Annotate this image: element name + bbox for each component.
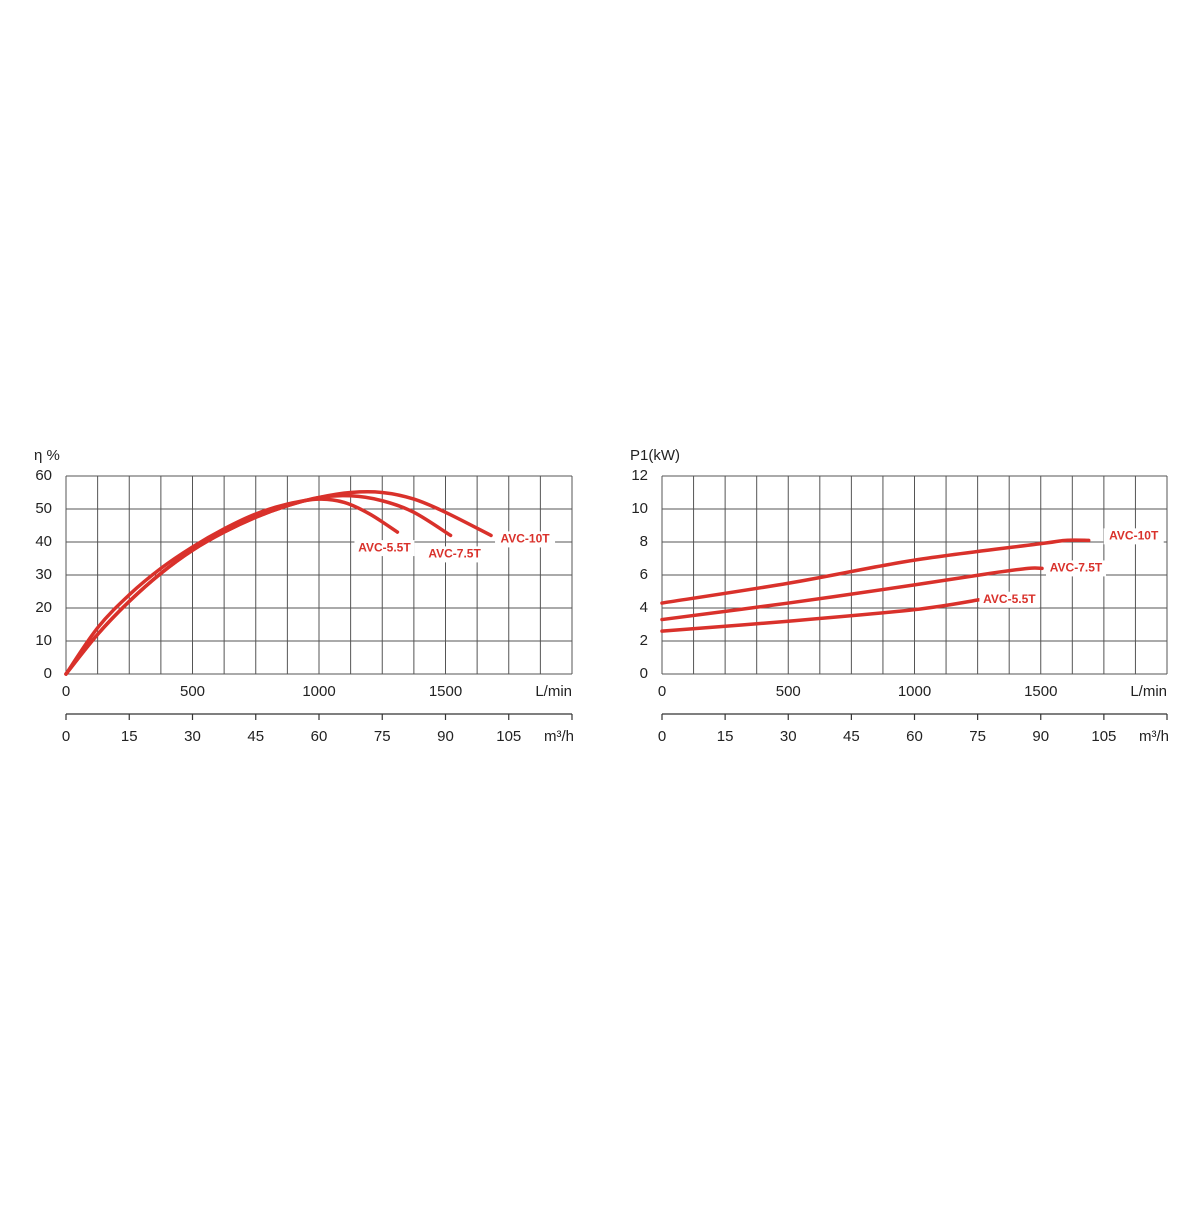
y-tick-label: 20 (35, 599, 52, 616)
x-tick-label: 1500 (1024, 683, 1057, 700)
x2-tick-label: 30 (184, 728, 201, 745)
series-label: AVC-5.5T (358, 540, 411, 554)
x-tick-label: 1000 (302, 683, 335, 700)
label-background (495, 531, 556, 548)
x2-tick-label: 105 (496, 728, 521, 745)
label-background (354, 540, 415, 557)
data-line (64, 490, 493, 676)
label-background (979, 591, 1040, 608)
x2-tick-label: 60 (906, 728, 923, 745)
x-axis-title: L/min (535, 683, 572, 700)
x2-tick-label: 15 (717, 728, 734, 745)
x2-axis-title: m³/h (544, 728, 574, 745)
data-line (660, 538, 1091, 605)
series-label: AVC-10T (1109, 529, 1159, 543)
series-label: AVC-10T (500, 532, 550, 546)
x-axis-title: L/min (1130, 683, 1167, 700)
y-tick-label: 2 (640, 632, 648, 649)
y-tick-label: 0 (44, 665, 52, 682)
y-axis-title: P1(kW) (630, 447, 680, 464)
y-tick-label: 12 (631, 467, 648, 484)
y-tick-label: 10 (35, 632, 52, 649)
x2-tick-label: 90 (437, 728, 454, 745)
x2-tick-label: 0 (658, 728, 666, 745)
y-tick-label: 10 (631, 500, 648, 517)
x2-tick-label: 105 (1091, 728, 1116, 745)
label-background (1103, 528, 1164, 545)
x-tick-label: 0 (658, 683, 666, 700)
series-label: AVC-7.5T (428, 547, 481, 561)
x-tick-label: 500 (180, 683, 205, 700)
x2-tick-label: 30 (780, 728, 797, 745)
x-tick-label: 0 (62, 683, 70, 700)
x2-tick-label: 75 (969, 728, 986, 745)
x2-tick-label: 45 (843, 728, 860, 745)
y-tick-label: 0 (640, 665, 648, 682)
y-axis-title: η % (34, 447, 60, 464)
data-line (64, 497, 400, 676)
data-line (64, 493, 453, 676)
y-tick-label: 30 (35, 566, 52, 583)
x2-tick-label: 15 (121, 728, 138, 745)
x-tick-label: 1000 (898, 683, 931, 700)
y-tick-label: 60 (35, 467, 52, 484)
y-tick-label: 50 (35, 500, 52, 517)
x2-tick-label: 90 (1032, 728, 1049, 745)
x2-tick-label: 60 (311, 728, 328, 745)
x2-tick-label: 0 (62, 728, 70, 745)
x2-tick-label: 45 (247, 728, 264, 745)
series-label: AVC-5.5T (983, 592, 1036, 606)
y-tick-label: 40 (35, 533, 52, 550)
x2-tick-label: 75 (374, 728, 391, 745)
x-tick-label: 500 (776, 683, 801, 700)
data-line (660, 566, 1044, 622)
y-tick-label: 4 (640, 599, 648, 616)
x-tick-label: 1500 (429, 683, 462, 700)
series-label: AVC-7.5T (1050, 561, 1103, 575)
y-tick-label: 8 (640, 533, 648, 550)
label-background (1046, 560, 1107, 577)
x2-axis-title: m³/h (1139, 728, 1169, 745)
label-background (424, 546, 485, 563)
data-line (660, 598, 982, 633)
y-tick-label: 6 (640, 566, 648, 583)
